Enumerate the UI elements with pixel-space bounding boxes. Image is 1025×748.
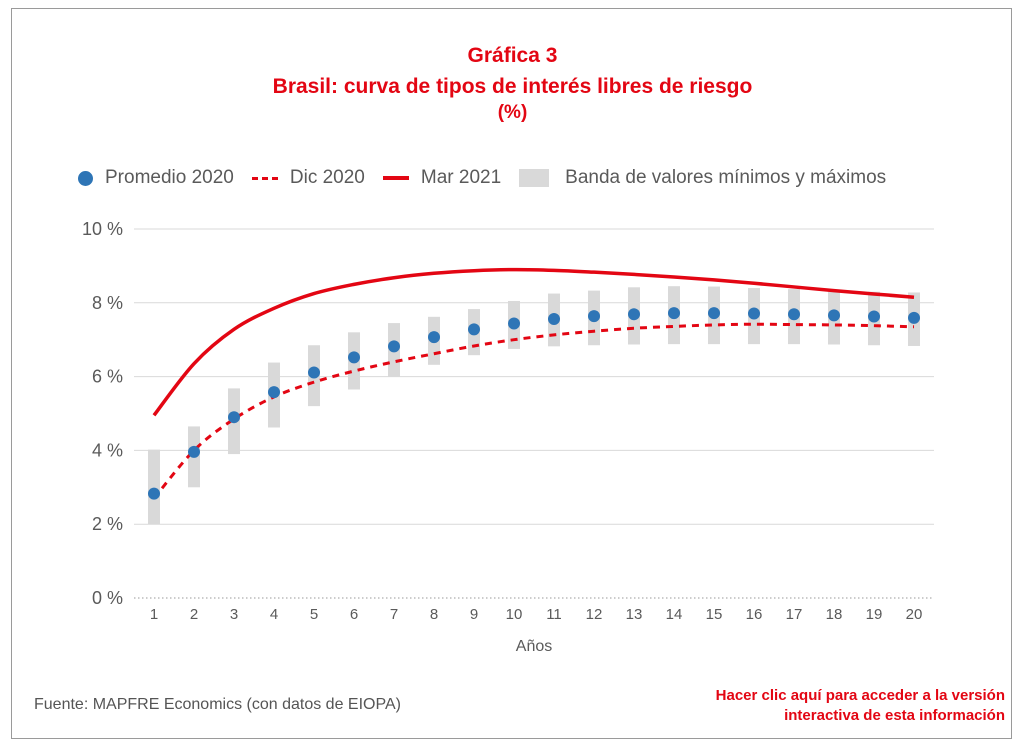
x-tick-label: 14 bbox=[666, 606, 683, 623]
cta-line-1[interactable]: Hacer clic aquí para acceder a la versió… bbox=[715, 687, 1005, 704]
data-point-promedio-2020 bbox=[308, 366, 320, 379]
x-tick-label: 16 bbox=[746, 606, 763, 623]
legend-label-mar: Mar 2021 bbox=[420, 167, 502, 188]
x-tick-label: 8 bbox=[430, 606, 438, 623]
interactive-version-link[interactable]: Hacer clic aquí para acceder a la versió… bbox=[716, 686, 1005, 726]
chart-title: Brasil: curva de tipos de interés libres… bbox=[272, 75, 753, 98]
y-tick-label: 4 % bbox=[92, 440, 123, 460]
x-tick-label: 6 bbox=[350, 606, 358, 623]
data-point-promedio-2020 bbox=[908, 311, 920, 324]
x-tick-label: 12 bbox=[586, 606, 603, 623]
legend-solid-line-marker bbox=[382, 176, 409, 180]
y-tick-label: 10 % bbox=[82, 219, 123, 239]
x-tick-label: 2 bbox=[190, 606, 198, 623]
legend-dot-marker bbox=[78, 170, 93, 186]
x-tick-label: 18 bbox=[826, 606, 843, 623]
data-point-promedio-2020 bbox=[708, 307, 720, 320]
y-tick-label: 6 % bbox=[92, 367, 123, 387]
x-axis-label: Años bbox=[516, 638, 552, 655]
data-point-promedio-2020 bbox=[748, 307, 760, 320]
x-tick-label: 3 bbox=[230, 606, 238, 623]
data-point-promedio-2020 bbox=[148, 487, 160, 500]
data-point-promedio-2020 bbox=[188, 445, 200, 458]
legend-item-dic: Dic 2020 bbox=[251, 167, 365, 189]
chart-frame bbox=[11, 8, 1012, 739]
y-tick-label: 2 % bbox=[92, 514, 123, 534]
data-point-promedio-2020 bbox=[588, 310, 600, 323]
data-point-promedio-2020 bbox=[668, 307, 680, 320]
band-bar bbox=[148, 449, 160, 525]
data-point-promedio-2020 bbox=[868, 310, 880, 323]
data-point-promedio-2020 bbox=[468, 323, 480, 336]
x-tick-label: 13 bbox=[626, 606, 643, 623]
data-point-promedio-2020 bbox=[388, 340, 400, 353]
data-point-promedio-2020 bbox=[508, 317, 520, 330]
y-tick-label: 0 % bbox=[92, 588, 123, 608]
data-point-promedio-2020 bbox=[548, 313, 560, 326]
legend-label-banda: Banda de valores mínimos y máximos bbox=[565, 167, 887, 188]
source-note: Fuente: MAPFRE Economics (con datos de E… bbox=[34, 696, 401, 713]
x-tick-label: 20 bbox=[906, 606, 923, 623]
data-point-promedio-2020 bbox=[788, 308, 800, 321]
cta-line-2[interactable]: interactiva de esta información bbox=[784, 707, 1005, 724]
data-point-promedio-2020 bbox=[228, 411, 240, 424]
legend-item-promedio: Promedio 2020 bbox=[78, 167, 234, 189]
x-tick-label: 11 bbox=[546, 606, 562, 623]
x-tick-label: 5 bbox=[310, 606, 318, 623]
legend-label-promedio: Promedio 2020 bbox=[105, 167, 234, 188]
legend-item-mar: Mar 2021 bbox=[382, 167, 502, 189]
data-point-promedio-2020 bbox=[628, 308, 640, 321]
x-tick-label: 7 bbox=[390, 606, 398, 623]
data-point-promedio-2020 bbox=[348, 351, 360, 364]
x-tick-label: 15 bbox=[706, 606, 723, 623]
chart-unit: (%) bbox=[497, 102, 528, 123]
data-point-promedio-2020 bbox=[268, 386, 280, 399]
legend-band-marker bbox=[519, 169, 550, 187]
series-line-mar-2021 bbox=[152, 267, 915, 417]
x-tick-label: 1 bbox=[150, 606, 158, 623]
x-tick-label: 19 bbox=[866, 606, 883, 623]
data-point-promedio-2020 bbox=[428, 331, 440, 344]
y-tick-label: 8 % bbox=[92, 293, 123, 313]
x-tick-label: 17 bbox=[786, 606, 803, 623]
legend-label-dic: Dic 2020 bbox=[289, 167, 365, 188]
data-point-promedio-2020 bbox=[828, 309, 840, 322]
legend-item-banda: Banda de valores mínimos y máximos bbox=[519, 167, 886, 189]
legend: Promedio 2020 Dic 2020 Mar 2021 Banda de… bbox=[78, 165, 904, 191]
legend-dashed-line-marker bbox=[251, 176, 278, 180]
x-tick-label: 10 bbox=[506, 606, 523, 623]
x-tick-label: 4 bbox=[270, 606, 278, 623]
x-tick-label: 9 bbox=[470, 606, 478, 623]
chart-number: Gráfica 3 bbox=[467, 44, 558, 67]
